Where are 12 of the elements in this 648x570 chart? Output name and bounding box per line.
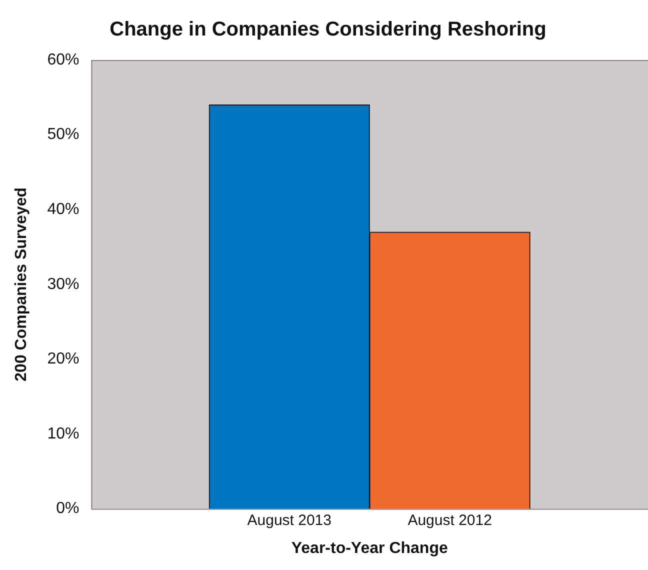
x-axis-title: Year-to-Year Change — [291, 540, 448, 557]
x-tick-label: August 2012 — [408, 512, 492, 529]
chart-title: Change in Companies Considering Reshoring — [110, 18, 546, 41]
y-tick-label: 50% — [47, 126, 80, 144]
y-tick-label: 30% — [47, 276, 80, 293]
y-tick-label: 0% — [56, 500, 80, 518]
y-tick-label: 60% — [47, 51, 80, 68]
y-axis-title: 200 Companies Surveyed — [13, 187, 30, 382]
x-tick-label: August 2013 — [247, 512, 332, 529]
y-tick-label: 10% — [47, 425, 80, 442]
y-tick-label: 20% — [47, 350, 80, 368]
y-tick-label: 40% — [47, 201, 80, 218]
